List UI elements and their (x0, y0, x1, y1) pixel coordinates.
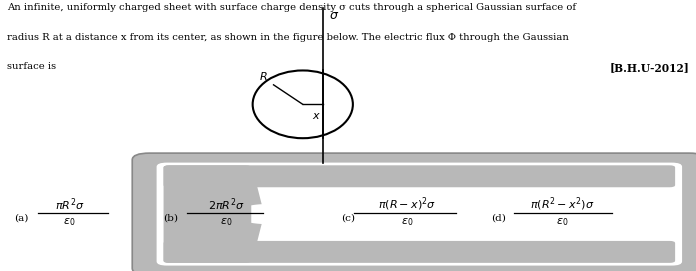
FancyBboxPatch shape (164, 165, 251, 263)
Text: $\varepsilon_0$: $\varepsilon_0$ (556, 216, 569, 228)
Text: $\pi(R^2-x^2)\sigma$: $\pi(R^2-x^2)\sigma$ (530, 196, 594, 213)
Text: (c): (c) (341, 214, 355, 223)
Text: $2\pi R^2\sigma$: $2\pi R^2\sigma$ (208, 196, 244, 213)
Text: $x$: $x$ (312, 111, 321, 121)
Text: $\pi R^2\sigma$: $\pi R^2\sigma$ (55, 196, 84, 213)
Text: $\varepsilon_0$: $\varepsilon_0$ (63, 216, 76, 228)
FancyBboxPatch shape (164, 241, 675, 263)
Text: $\pi(R-x)^2\sigma$: $\pi(R-x)^2\sigma$ (378, 196, 436, 213)
Ellipse shape (253, 70, 353, 138)
Text: $\varepsilon_0$: $\varepsilon_0$ (220, 216, 232, 228)
Text: surface is: surface is (7, 62, 56, 71)
Text: $\varepsilon_0$: $\varepsilon_0$ (401, 216, 413, 228)
FancyBboxPatch shape (164, 165, 675, 187)
Text: radius R at a distance x from its center, as shown in the figure below. The elec: radius R at a distance x from its center… (7, 33, 569, 41)
Text: (a): (a) (14, 214, 29, 223)
FancyBboxPatch shape (157, 163, 682, 266)
PathPatch shape (200, 183, 262, 246)
Text: [B.H.U-2012]: [B.H.U-2012] (609, 62, 689, 73)
Text: $\sigma$: $\sigma$ (329, 9, 339, 22)
FancyBboxPatch shape (132, 153, 696, 271)
Text: $R$: $R$ (260, 70, 268, 82)
Text: An infinite, uniformly charged sheet with surface charge density σ cuts through : An infinite, uniformly charged sheet wit… (7, 3, 576, 12)
Text: (d): (d) (491, 214, 505, 223)
Text: (b): (b) (164, 214, 179, 223)
